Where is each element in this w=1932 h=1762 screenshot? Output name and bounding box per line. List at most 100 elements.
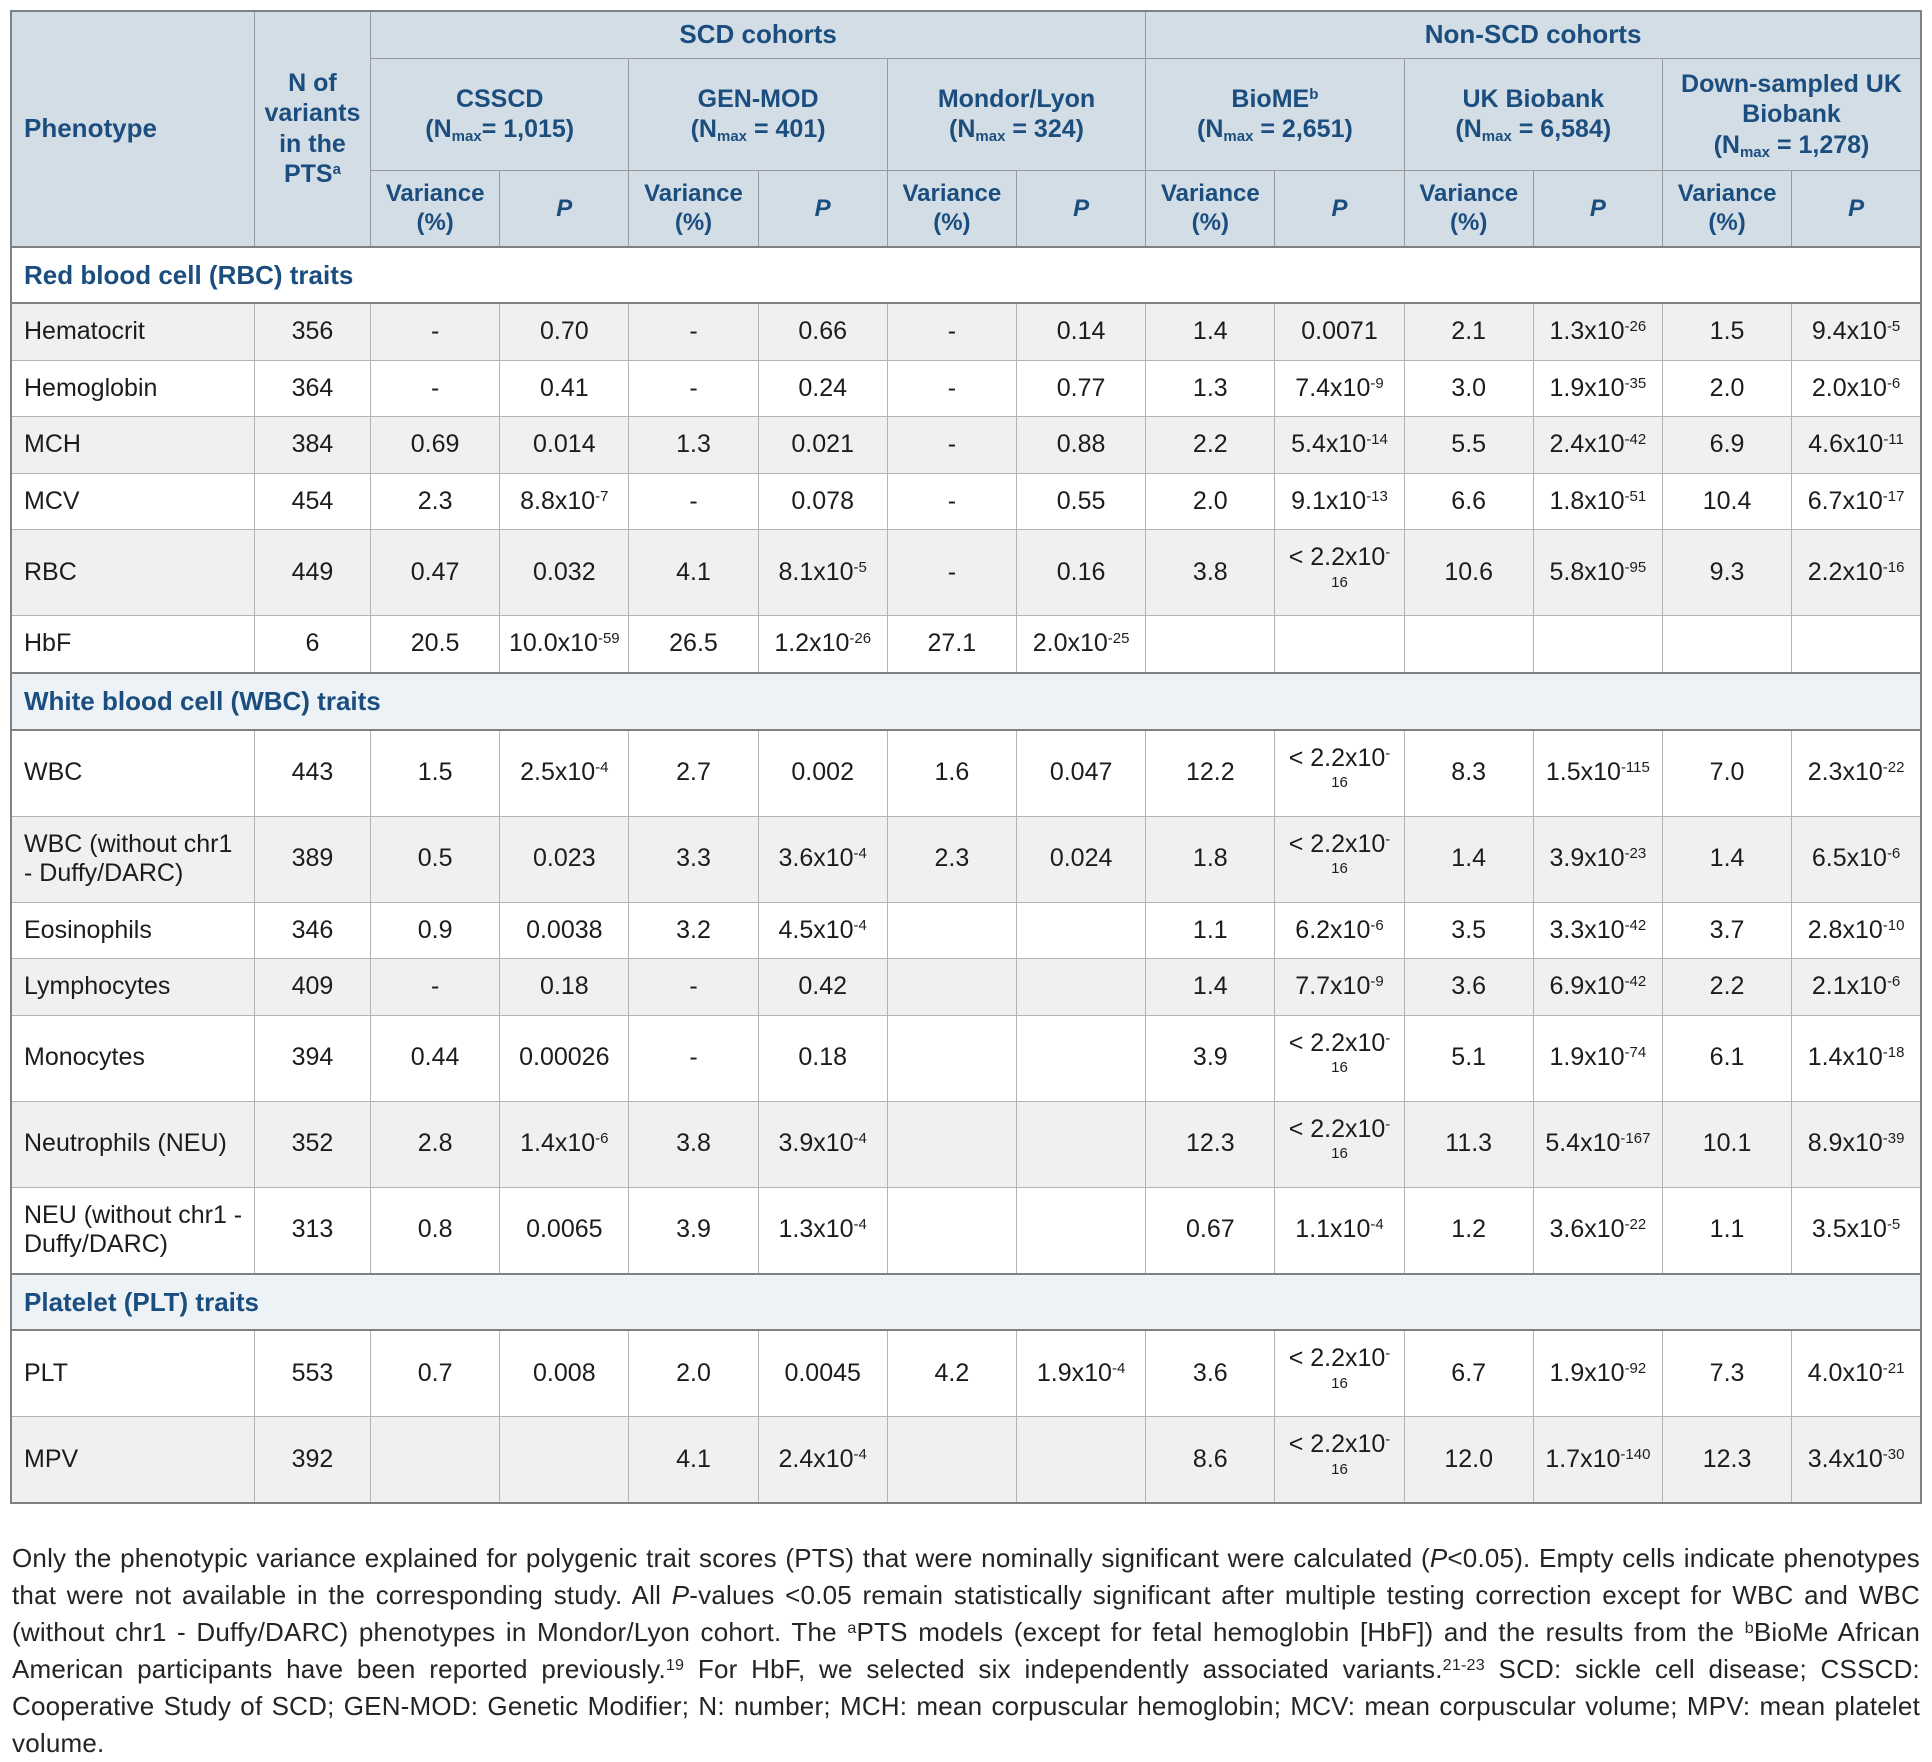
table-row-monocytes: Monocytes 394 0.44 0.00026-0.18 3.9 < 2.2x10-…: [10, 1014, 1922, 1102]
phenotype-cell: WBC: [10, 729, 255, 817]
p-value-cell: 3.3x10-42: [1532, 901, 1663, 960]
exponent: -6: [1370, 916, 1384, 934]
exponent: -95: [1624, 558, 1647, 576]
p-label: P: [814, 194, 831, 222]
variance-cell: 11.3: [1403, 1100, 1534, 1188]
variance-cell: 2.0: [1145, 472, 1276, 531]
footnote-marker-b: b: [1309, 85, 1319, 103]
cohort-header-down-sampled-uk-biobank: Down-sampled UK Biobank (Nmax = 1,278): [1661, 57, 1922, 172]
p-value-cell: 0.014: [499, 416, 630, 474]
variance-cell: 8.6: [1145, 1416, 1276, 1504]
p-value-cell: 9.4x10-5: [1791, 302, 1922, 361]
variance-cell: 1.4: [1661, 815, 1793, 903]
table-row-wbc: WBC 443 1.5 2.5x10-4 2.7 0.002 1.6 0.047 12.2 < 2…: [10, 729, 1922, 817]
table-row-lymphocytes: Lymphocytes 409-0.18-0.42 1.4 7.7x10-9 3.6 6.…: [10, 958, 1922, 1016]
pts-variance-table: Phenotype N of variants in the PTSa SCD co…: [10, 10, 1922, 1505]
variance-cell: 3.9: [628, 1186, 759, 1275]
variance-cell: 10.4: [1661, 472, 1793, 531]
variance-cell: -: [628, 359, 759, 418]
table-row-hbf: HbF 6 20.5 10.0x10-59 26.5 1.2x10-26 27.1 2.0x1…: [10, 615, 1922, 674]
section-title: White blood cell (WBC) traits: [11, 671, 1921, 731]
exponent: -6: [1886, 845, 1901, 863]
variance-col-header-gen-mod: Variance (%): [628, 170, 759, 248]
nmax-subscript: max: [1223, 128, 1254, 146]
variance-cell: -: [886, 529, 1017, 617]
variance-cell: [1403, 615, 1534, 674]
variance-cell: 12.2: [1145, 729, 1276, 817]
n-variants-cell: 389: [253, 815, 372, 903]
exponent: -26: [849, 630, 872, 648]
p-value-cell: 0.14: [1015, 302, 1147, 361]
p-value-cell: 3.4x10-30: [1791, 1416, 1922, 1504]
exponent: -16: [1331, 1345, 1391, 1392]
p-value-cell: 0.0045: [757, 1329, 888, 1418]
n-variants-cell: 313: [253, 1186, 372, 1275]
variance-cell: [886, 1014, 1017, 1102]
p-value-cell: 0.021: [757, 416, 888, 474]
p-value-cell: 1.3x10-4: [757, 1186, 888, 1275]
exponent: -14: [1366, 431, 1388, 449]
p-value-cell: 0.002: [757, 729, 888, 817]
variance-cell: 3.0: [1403, 359, 1534, 418]
variance-cell: -: [628, 302, 759, 361]
variance-cell: 6.1: [1661, 1014, 1793, 1102]
phenotype-cell: HbF: [10, 615, 255, 674]
p-value-cell: 2.4x10-4: [757, 1416, 888, 1504]
exponent: -4: [853, 1445, 867, 1463]
exponent: -9: [1370, 374, 1384, 392]
n-variants-cell: 384: [253, 416, 372, 474]
variance-cell: -: [628, 472, 759, 531]
variance-cell: [370, 1416, 501, 1504]
p-value-cell: 4.5x10-4: [757, 901, 888, 960]
variance-cell: 1.4: [1145, 958, 1276, 1016]
p-value-cell: 0.18: [499, 958, 630, 1016]
variance-cell: 12.0: [1403, 1416, 1534, 1504]
p-value-cell: 1.1x10-4: [1274, 1186, 1405, 1275]
variance-cell: 3.3: [628, 815, 759, 903]
exponent: -16: [1331, 544, 1391, 591]
phenotype-cell: Neutrophils (NEU): [10, 1100, 255, 1188]
p-value-cell: 1.7x10-140: [1532, 1416, 1663, 1504]
p-value-cell: 3.6x10-4: [757, 815, 888, 903]
exponent: -16: [1331, 830, 1391, 877]
variance-cell: 2.3: [370, 472, 501, 531]
italic-p: P: [671, 1580, 690, 1611]
p-value-cell: 3.6x10-22: [1532, 1186, 1663, 1275]
p-value-cell: < 2.2x10-16: [1274, 815, 1405, 903]
p-value-cell: [499, 1416, 630, 1504]
variance-cell: 2.3: [886, 815, 1017, 903]
variance-cell: 3.8: [628, 1100, 759, 1188]
p-value-cell: 0.55: [1015, 472, 1147, 531]
exponent: -30: [1882, 1445, 1905, 1463]
p-value-cell: 0.16: [1015, 529, 1147, 617]
exponent: -42: [1624, 916, 1647, 934]
p-value-cell: 10.0x10-59: [499, 615, 630, 674]
variance-cell: -: [628, 958, 759, 1016]
variance-col-header-biome: Variance (%): [1145, 170, 1276, 248]
variance-cell: 0.47: [370, 529, 501, 617]
variance-cell: [1661, 615, 1793, 674]
variance-cell: 26.5: [628, 615, 759, 674]
variance-cell: 20.5: [370, 615, 501, 674]
p-value-cell: 1.9x10-92: [1532, 1329, 1663, 1418]
p-value-cell: 2.1x10-6: [1791, 958, 1922, 1016]
p-value-cell: 2.8x10-10: [1791, 901, 1922, 960]
exponent: -74: [1624, 1044, 1647, 1062]
variance-cell: 2.8: [370, 1100, 501, 1188]
p-value-cell: < 2.2x10-16: [1274, 1014, 1405, 1102]
p-value-cell: 1.9x10-4: [1015, 1329, 1147, 1418]
footnote-reference: b: [1744, 1619, 1754, 1638]
variance-cell: 2.7: [628, 729, 759, 817]
exponent: -35: [1624, 374, 1647, 392]
exponent: -4: [853, 1216, 867, 1234]
exponent: -5: [1886, 318, 1901, 336]
p-value-cell: 1.5x10-115: [1532, 729, 1663, 817]
p-value-cell: 6.2x10-6: [1274, 901, 1405, 960]
table-row-plt: PLT 553 0.7 0.008 2.0 0.0045 4.2 1.9x10-4 3.6 < 2…: [10, 1329, 1922, 1418]
n-variants-cell: 394: [253, 1014, 372, 1102]
p-value-cell: 2.0x10-25: [1015, 615, 1147, 674]
variance-col-header-down-sampled-uk-biobank: Variance (%): [1661, 170, 1793, 248]
exponent: -5: [853, 558, 867, 576]
header-row-groups: Phenotype N of variants in the PTSa SCD co…: [10, 10, 1922, 248]
p-value-cell: < 2.2x10-16: [1274, 1416, 1405, 1504]
